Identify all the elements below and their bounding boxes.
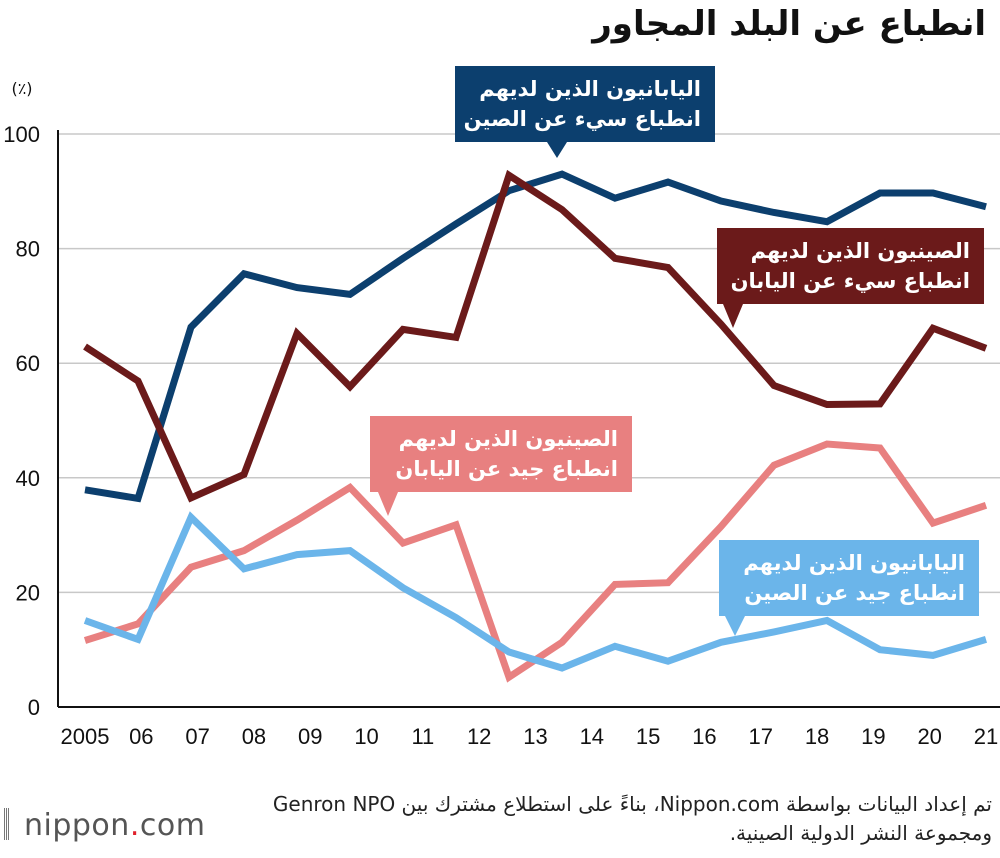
callout-pointer bbox=[723, 304, 743, 328]
y-tick-label: 80 bbox=[16, 237, 40, 262]
series-line-cn-bad bbox=[83, 169, 988, 503]
x-tick-label: 11 bbox=[411, 724, 434, 749]
x-tick-label: 17 bbox=[749, 724, 773, 749]
logo-dot: . bbox=[129, 808, 140, 843]
y-tick-label: 20 bbox=[16, 580, 40, 605]
chart-title: انطباع عن البلد المجاور bbox=[592, 4, 986, 44]
axes bbox=[57, 130, 1000, 708]
x-tick-label: 09 bbox=[298, 724, 322, 749]
tick-labels: 0 20 40 60 80 100 (٪) 2005 06 07 08 09 10 11 12 13 14 15 1… bbox=[3, 79, 998, 749]
series-lines bbox=[83, 169, 988, 683]
legend-callout-chinese-good-impression: الصينيون الذين لديهم انطباع جيد عن الياب… bbox=[370, 416, 632, 516]
y-tick-label: 60 bbox=[16, 351, 40, 376]
x-tick-label: 15 bbox=[636, 724, 660, 749]
y-tick-label: 100 bbox=[3, 122, 40, 147]
source-note: تم إعداد البيانات بواسطة Nippon.com، بنا… bbox=[272, 792, 992, 845]
callout-pointer bbox=[725, 616, 745, 636]
legend-callout-japanese-good-impression: اليابانيون الذين لديهم انطباع جيد عن الص… bbox=[719, 540, 979, 636]
x-tick-label: 13 bbox=[523, 724, 547, 749]
x-tick-label: 08 bbox=[242, 724, 266, 749]
callout-line: الصينيون الذين لديهم bbox=[398, 427, 618, 451]
x-tick-label: 19 bbox=[861, 724, 885, 749]
callout-line: انطباع سيء عن الصين bbox=[463, 107, 701, 131]
x-tick-label: 20 bbox=[917, 724, 941, 749]
x-tick-label: 18 bbox=[805, 724, 829, 749]
y-tick-label: 40 bbox=[16, 466, 40, 491]
x-tick-label: 21 bbox=[974, 724, 998, 749]
x-tick-label: 16 bbox=[692, 724, 716, 749]
y-axis-unit-label: (٪) bbox=[11, 79, 32, 98]
series-line-jp-good bbox=[83, 511, 988, 672]
callout-line: انطباع جيد عن الصين bbox=[744, 581, 965, 605]
x-tick-label: 12 bbox=[467, 724, 491, 749]
series-line-jp-bad bbox=[84, 170, 987, 503]
x-tick-label: 14 bbox=[580, 724, 604, 749]
x-tick-label: 10 bbox=[354, 724, 378, 749]
x-tick-label: 2005 bbox=[61, 724, 110, 749]
logo-name: nippon bbox=[24, 808, 130, 843]
legend-callout-chinese-bad-impression: الصينيون الذين لديهم انطباع سيء عن الياب… bbox=[717, 228, 984, 328]
x-tick-label: 07 bbox=[185, 724, 209, 749]
nippon-logo: nippon.com bbox=[4, 808, 205, 843]
y-tick-label: 0 bbox=[28, 695, 40, 720]
x-tick-label: 06 bbox=[129, 724, 153, 749]
legend-callout-japanese-bad-impression: اليابانيون الذين لديهم انطباع سيء عن الص… bbox=[455, 66, 715, 158]
callout-line: انطباع سيء عن اليابان bbox=[730, 269, 970, 293]
callout-line: انطباع جيد عن اليابان bbox=[395, 457, 618, 481]
callout-line: اليابانيون الذين لديهم bbox=[479, 77, 701, 101]
logo-mark-icon bbox=[4, 808, 10, 840]
callout-pointer bbox=[547, 142, 567, 158]
callout-line: الصينيون الذين لديهم bbox=[750, 239, 970, 263]
logo-tld: com bbox=[139, 808, 206, 843]
callout-line: اليابانيون الذين لديهم bbox=[743, 551, 965, 575]
callout-pointer bbox=[378, 492, 398, 516]
